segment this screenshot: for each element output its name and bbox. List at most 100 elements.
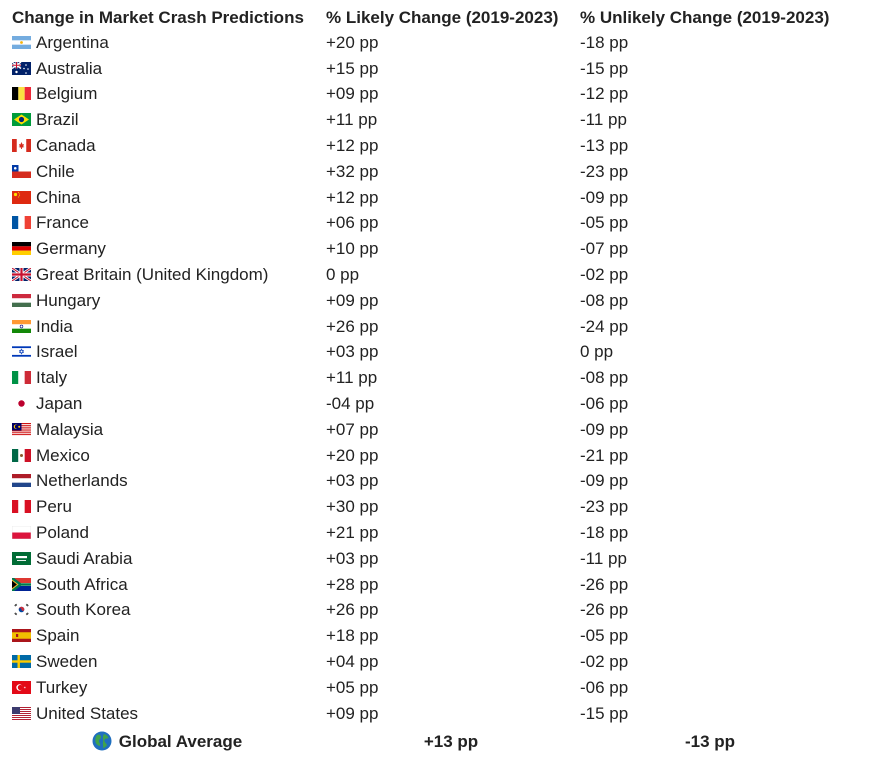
table-row: Netherlands +03 pp -09 pp <box>10 469 842 495</box>
country-name: Saudi Arabia <box>36 548 133 568</box>
table-row: South Africa +28 pp -26 pp <box>10 572 842 598</box>
likely-change-cell: +06 pp <box>326 213 379 233</box>
likely-change-cell: +04 pp <box>326 652 379 672</box>
country-name: France <box>36 213 89 233</box>
usa-flag-icon <box>12 706 31 720</box>
global-average-unlikely: -13 pp <box>684 731 736 751</box>
likely-change-cell: +09 pp <box>326 84 379 104</box>
country-cell: India <box>10 314 324 340</box>
global-average-label: Global Average <box>118 732 243 752</box>
hungary-flag-icon <box>12 293 31 307</box>
table-row: Malaysia +07 pp -09 pp <box>10 417 842 443</box>
unlikely-change-cell: -02 pp <box>580 265 629 285</box>
table-row: Saudi Arabia +03 pp -11 pp <box>10 546 842 572</box>
globe-icon <box>92 731 112 751</box>
unlikely-change-cell: -21 pp <box>580 445 629 465</box>
table-row: South Korea +26 pp -26 pp <box>10 598 842 624</box>
country-cell: Argentina <box>10 30 324 56</box>
unlikely-change-cell: -11 pp <box>580 110 627 130</box>
likely-change-cell: +11 pp <box>326 368 378 388</box>
country-cell: Japan <box>10 391 324 417</box>
likely-change-cell: +12 pp <box>326 187 379 207</box>
unlikely-change-cell: -26 pp <box>580 574 629 594</box>
country-cell: Germany <box>10 236 324 262</box>
unlikely-change-cell: -05 pp <box>580 626 629 646</box>
table-row: Poland +21 pp -18 pp <box>10 520 842 546</box>
unlikely-change-cell: -06 pp <box>580 677 629 697</box>
country-name: Sweden <box>36 652 98 672</box>
unlikely-change-cell: -23 pp <box>580 497 629 517</box>
malaysia-flag-icon <box>12 422 31 436</box>
sweden-flag-icon <box>12 655 31 669</box>
country-cell: Turkey <box>10 675 324 701</box>
likely-change-cell: +32 pp <box>326 161 379 181</box>
likely-change-cell: +05 pp <box>326 677 379 697</box>
country-cell: Hungary <box>10 288 324 314</box>
germany-flag-icon <box>12 242 31 256</box>
country-name: Great Britain (United Kingdom) <box>36 265 269 285</box>
poland-flag-icon <box>12 526 31 540</box>
country-name: Peru <box>36 497 72 517</box>
country-name: Spain <box>36 626 80 646</box>
table-row: Hungary +09 pp -08 pp <box>10 288 842 314</box>
country-cell: Netherlands <box>10 469 324 495</box>
table-row: Brazil +11 pp -11 pp <box>10 107 842 133</box>
italy-flag-icon <box>12 371 31 385</box>
country-name: Israel <box>36 342 78 362</box>
table-row: China +12 pp -09 pp <box>10 185 842 211</box>
likely-change-cell: +26 pp <box>326 600 379 620</box>
table-row: Turkey +05 pp -06 pp <box>10 675 842 701</box>
header-row: Change in Market Crash Predictions % Lik… <box>10 6 842 30</box>
table-row: Germany +10 pp -07 pp <box>10 236 842 262</box>
likely-change-cell: +15 pp <box>326 58 379 78</box>
country-cell: Canada <box>10 133 324 159</box>
likely-change-cell: +20 pp <box>326 32 379 52</box>
saudi-arabia-flag-icon <box>12 551 31 565</box>
country-cell: Brazil <box>10 107 324 133</box>
country-name: Italy <box>36 368 68 388</box>
unlikely-change-cell: -24 pp <box>580 316 629 336</box>
global-average-likely: +13 pp <box>423 731 479 751</box>
country-name: Hungary <box>36 290 101 310</box>
likely-change-cell: +28 pp <box>326 574 379 594</box>
likely-change-cell: +10 pp <box>326 239 379 259</box>
country-name: Poland <box>36 523 89 543</box>
brazil-flag-icon <box>12 113 31 127</box>
unlikely-change-cell: -09 pp <box>580 419 629 439</box>
unlikely-change-cell: -08 pp <box>580 368 629 388</box>
likely-change-cell: +12 pp <box>326 136 379 156</box>
china-flag-icon <box>12 190 31 204</box>
likely-change-cell: +09 pp <box>326 290 379 310</box>
unlikely-change-cell: -12 pp <box>580 84 629 104</box>
likely-change-cell: +18 pp <box>326 626 379 646</box>
likely-change-cell: +03 pp <box>326 342 379 362</box>
country-cell: Spain <box>10 623 324 649</box>
spain-flag-icon <box>12 629 31 643</box>
country-name: Argentina <box>36 32 109 52</box>
india-flag-icon <box>12 319 31 333</box>
unlikely-change-cell: -11 pp <box>580 548 627 568</box>
unlikely-change-cell: -15 pp <box>580 703 629 723</box>
table-row: Peru +30 pp -23 pp <box>10 494 842 520</box>
table-row: United States +09 pp -15 pp <box>10 701 842 727</box>
likely-change-cell: +20 pp <box>326 445 379 465</box>
table-row: France +06 pp -05 pp <box>10 211 842 237</box>
country-cell: China <box>10 185 324 211</box>
country-name: South Africa <box>36 574 128 594</box>
unlikely-change-cell: -15 pp <box>580 58 629 78</box>
mexico-flag-icon <box>12 448 31 462</box>
global-average-row: Global Average +13 pp -13 pp <box>10 727 842 757</box>
south-africa-flag-icon <box>12 577 31 591</box>
table-row: Mexico +20 pp -21 pp <box>10 443 842 469</box>
country-name: United States <box>36 703 139 723</box>
header-unlikely: % Unlikely Change (2019-2023) <box>580 8 830 27</box>
country-name: Australia <box>36 58 103 78</box>
country-name: Netherlands <box>36 471 128 491</box>
unlikely-change-cell: -05 pp <box>580 213 629 233</box>
likely-change-cell: -04 pp <box>326 394 375 414</box>
south-korea-flag-icon <box>12 603 31 617</box>
chile-flag-icon <box>12 164 31 178</box>
country-name: Canada <box>36 136 96 156</box>
unlikely-change-cell: -08 pp <box>580 290 629 310</box>
israel-flag-icon <box>12 345 31 359</box>
